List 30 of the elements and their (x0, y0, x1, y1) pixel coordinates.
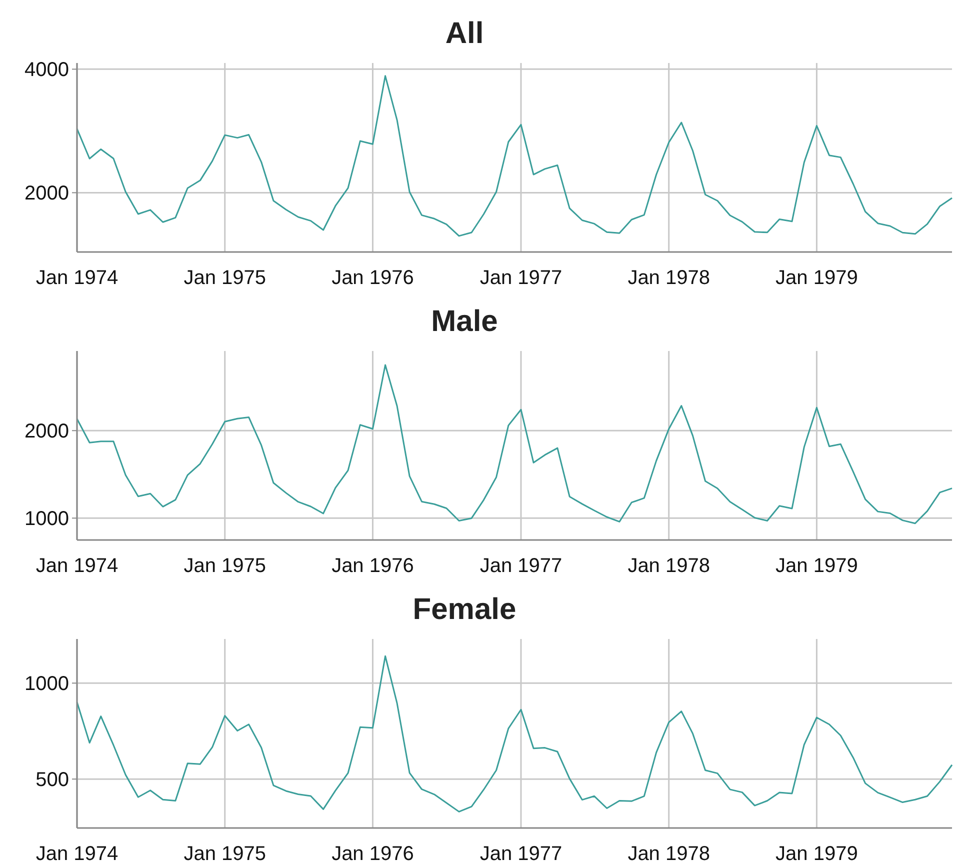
x-tick-label: Jan 1977 (480, 843, 562, 863)
y-tick-label: 2000 (24, 182, 69, 205)
chart-title: Female (412, 593, 516, 626)
x-tick-label: Jan 1979 (776, 843, 858, 863)
x-tick-label: Jan 1977 (480, 267, 562, 289)
y-tick-label: 1000 (24, 508, 69, 530)
x-tick-label: Jan 1978 (628, 843, 710, 863)
x-tick-label: Jan 1975 (184, 843, 266, 863)
x-tick-label: Jan 1976 (332, 843, 414, 863)
y-tick-label: 500 (36, 769, 69, 792)
x-tick-label: Jan 1974 (36, 267, 118, 289)
line-series (76, 364, 953, 524)
x-tick-label: Jan 1979 (776, 555, 858, 577)
x-tick-label: Jan 1978 (628, 555, 710, 577)
x-tick-label: Jan 1974 (36, 843, 118, 863)
x-tick-label: Jan 1976 (332, 555, 414, 577)
x-tick-label: Jan 1979 (776, 267, 858, 289)
y-tick-label: 4000 (24, 59, 69, 82)
x-tick-label: Jan 1975 (184, 555, 266, 577)
line-series (76, 655, 953, 812)
y-tick-label: 2000 (24, 420, 69, 443)
y-tick-label: 1000 (24, 673, 69, 696)
x-tick-label: Jan 1976 (332, 267, 414, 289)
line-series (76, 75, 953, 237)
chart-title: Male (431, 305, 498, 338)
chart-title: All (445, 17, 484, 50)
x-tick-label: Jan 1975 (184, 267, 266, 289)
x-tick-label: Jan 1977 (480, 555, 562, 577)
x-tick-label: Jan 1974 (36, 555, 118, 577)
x-tick-label: Jan 1978 (628, 267, 710, 289)
